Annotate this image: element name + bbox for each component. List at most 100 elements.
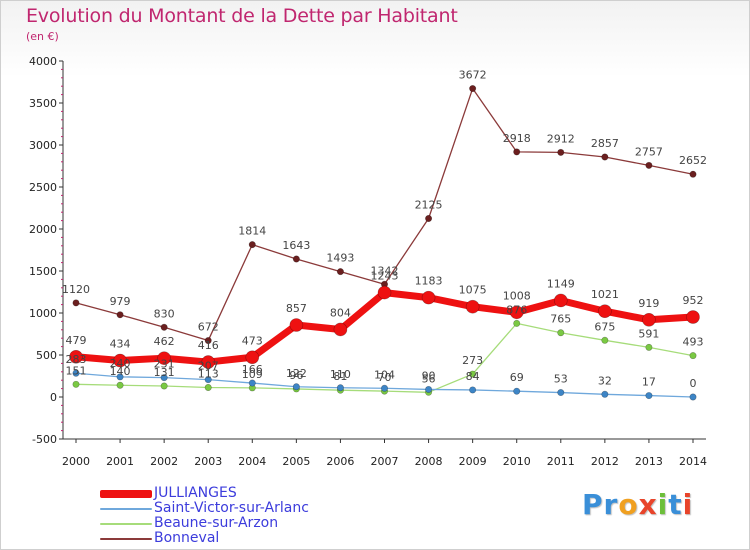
data-point-2: [469, 370, 477, 378]
data-label-3: 1493: [326, 252, 354, 265]
y-tick-label: 0: [50, 391, 57, 404]
x-tick-label: 2006: [326, 455, 354, 468]
legend-item: Saint-Victor-sur-Arlanc: [100, 501, 309, 516]
data-label-1: 240: [110, 357, 131, 370]
data-point-3: [689, 170, 697, 178]
x-tick-label: 2005: [282, 455, 310, 468]
data-label-1: 90: [422, 369, 436, 382]
y-tick-label: 1500: [29, 265, 57, 278]
data-label-1: 53: [554, 373, 568, 386]
data-label-3: 2757: [635, 145, 663, 158]
data-label-3: 3672: [459, 69, 487, 82]
data-point-0: [509, 305, 524, 320]
data-label-1: 122: [286, 367, 307, 380]
data-label-3: 2912: [547, 132, 575, 145]
data-label-3: 672: [198, 321, 219, 334]
data-point-1: [425, 385, 433, 393]
y-tick-label: 2000: [29, 223, 57, 236]
x-tick-label: 2004: [238, 455, 266, 468]
data-point-0: [377, 285, 392, 300]
y-tick-label: 3000: [29, 139, 57, 152]
legend-item: JULLIANGES: [100, 486, 309, 501]
chart-subtitle: (en €): [26, 30, 59, 43]
x-tick-label: 2010: [503, 455, 531, 468]
logo-letter: x: [638, 488, 658, 521]
data-label-0: 1183: [415, 275, 443, 288]
data-label-2: 273: [462, 354, 483, 367]
legend-label: Beaune-sur-Arzon: [154, 515, 279, 531]
data-point-0: [113, 353, 127, 368]
x-tick-label: 2003: [194, 455, 222, 468]
legend-label: Saint-Victor-sur-Arlanc: [154, 500, 309, 516]
data-point-2: [72, 380, 80, 388]
data-point-2: [204, 384, 212, 392]
data-point-2: [160, 382, 168, 390]
legend: JULLIANGES Saint-Victor-sur-Arlanc Beaune-…: [100, 486, 309, 546]
x-tick-label: 2008: [415, 455, 443, 468]
x-tick-label: 2000: [62, 455, 90, 468]
logo-letter: r: [603, 488, 619, 521]
data-point-3: [204, 337, 212, 345]
data-label-2: 493: [683, 336, 704, 349]
data-label-1: 17: [642, 376, 656, 389]
data-label-3: 1120: [62, 283, 90, 296]
data-label-1: 207: [198, 360, 219, 373]
data-point-2: [645, 343, 653, 351]
logo-letter: P: [582, 488, 604, 521]
data-label-0: 434: [110, 338, 131, 351]
x-tick-label: 2007: [371, 455, 399, 468]
data-label-0: 1075: [459, 284, 487, 297]
data-point-1: [645, 392, 653, 400]
legend-swatch: [100, 522, 152, 525]
data-label-2: 591: [638, 327, 659, 340]
series-line-3: [75, 87, 694, 342]
data-point-1: [380, 384, 388, 392]
data-point-0: [421, 290, 436, 305]
data-point-3: [513, 148, 521, 156]
data-label-3: 2918: [503, 132, 531, 145]
proxiti-logo: Proxiti: [582, 488, 693, 521]
data-label-3: 2125: [415, 199, 443, 212]
data-label-2: 876: [506, 303, 527, 316]
data-point-1: [689, 393, 697, 401]
legend-swatch: [100, 489, 152, 498]
data-label-2: 151: [66, 364, 87, 377]
legend-label: JULLIANGES: [154, 485, 237, 501]
data-point-1: [601, 390, 609, 398]
data-point-0: [245, 350, 260, 365]
x-tick-label: 2011: [547, 455, 575, 468]
data-label-2: 113: [198, 368, 219, 381]
data-label-1: 69: [510, 371, 524, 384]
data-point-1: [557, 389, 565, 397]
data-point-3: [116, 311, 124, 319]
data-point-3: [292, 255, 300, 263]
chart-title: Evolution du Montant de la Dette par Hab…: [26, 5, 458, 27]
logo-letter: i: [682, 488, 694, 521]
x-tick-label: 2001: [106, 455, 134, 468]
data-label-3: 2652: [679, 154, 707, 167]
data-label-1: 0: [690, 377, 697, 390]
legend-swatch: [100, 507, 152, 510]
data-label-2: 131: [154, 366, 175, 379]
x-tick-label: 2014: [679, 455, 707, 468]
data-label-2: 109: [242, 368, 263, 381]
data-point-1: [469, 386, 477, 394]
data-label-3: 1342: [371, 264, 399, 277]
data-point-0: [598, 304, 612, 319]
y-tick-label: 4000: [29, 55, 57, 68]
data-point-3: [557, 148, 565, 156]
legend-swatch: [100, 537, 152, 540]
data-point-1: [116, 373, 124, 381]
data-point-3: [248, 241, 256, 249]
data-point-3: [72, 299, 80, 307]
y-tick-label: 500: [36, 349, 57, 362]
data-point-2: [557, 329, 565, 337]
data-label-2: 675: [594, 320, 615, 333]
data-point-0: [157, 351, 171, 365]
data-point-1: [204, 376, 212, 384]
data-point-0: [465, 299, 480, 314]
data-label-1: 166: [242, 363, 263, 376]
x-tick-label: 2013: [635, 455, 663, 468]
data-point-1: [248, 379, 256, 387]
